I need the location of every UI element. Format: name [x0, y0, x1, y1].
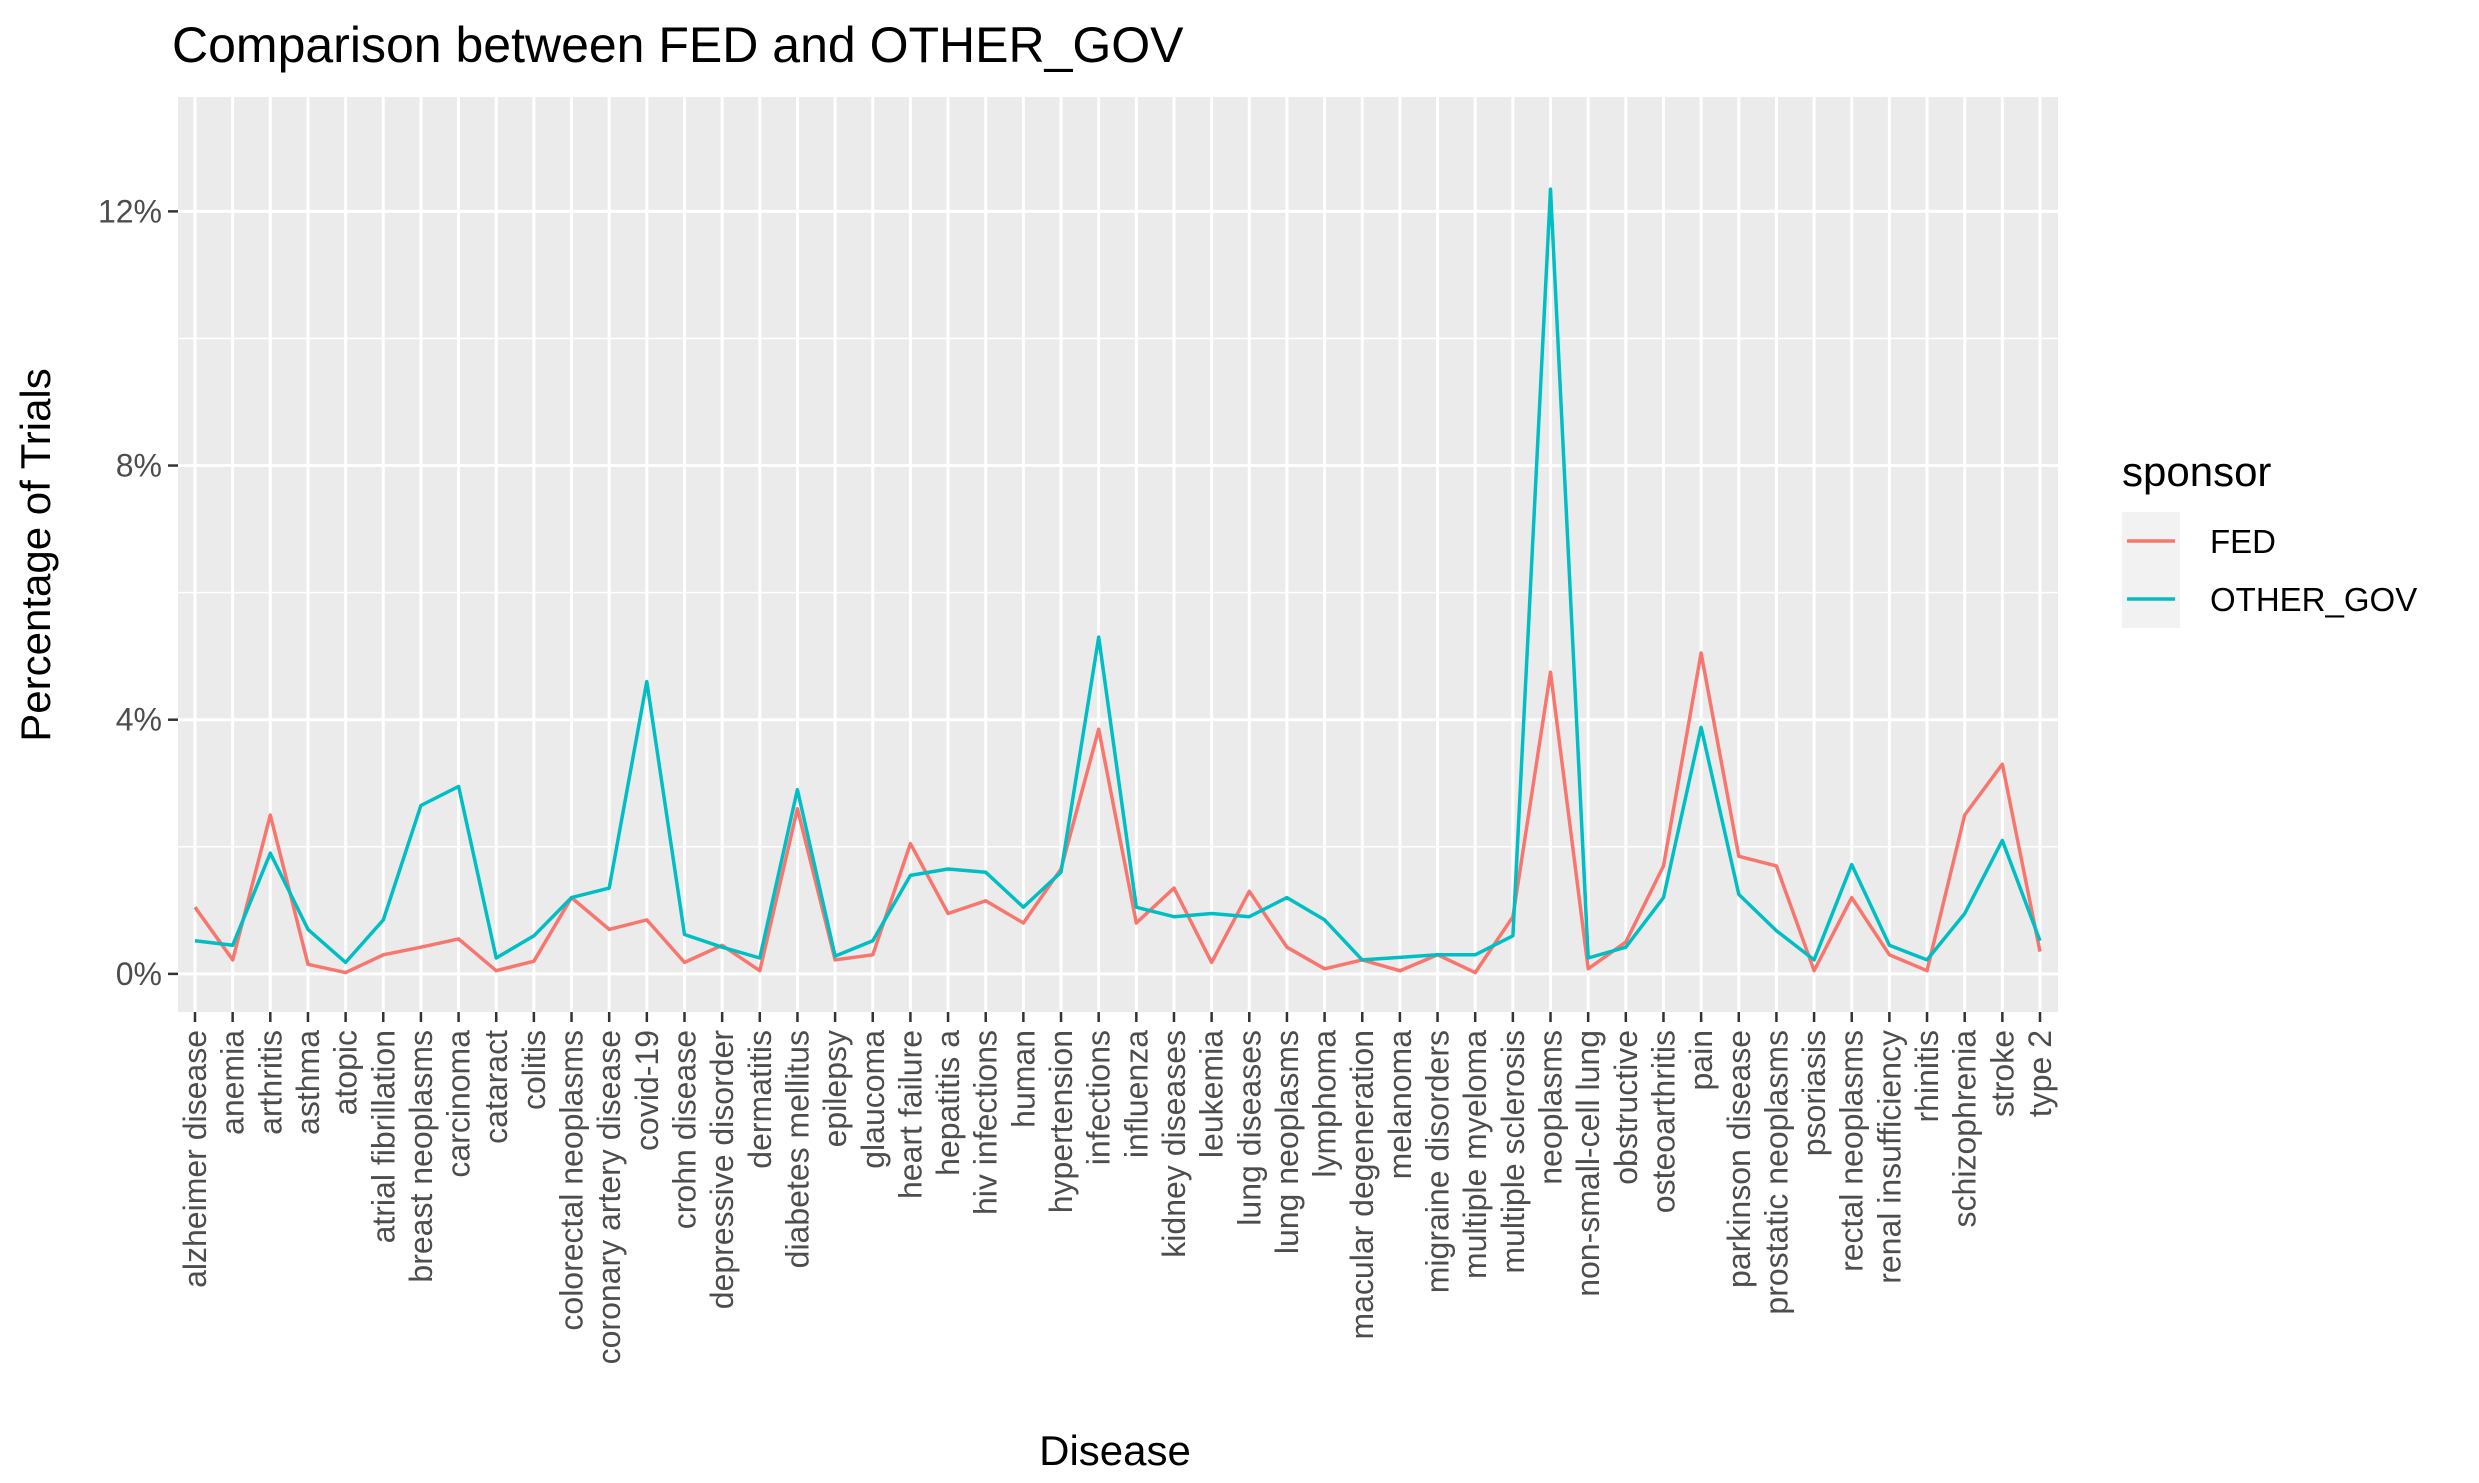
x-tick-label: parkinson disease	[1721, 1030, 1757, 1288]
x-tick-label: pain	[1683, 1030, 1719, 1091]
series-lines	[193, 187, 2042, 975]
x-tick-label: neoplasms	[1533, 1030, 1569, 1185]
x-tick-label: asthma	[290, 1030, 326, 1135]
x-tick-label: diabetes mellitus	[779, 1030, 815, 1268]
legend-label-other-gov: OTHER_GOV	[2210, 581, 2417, 618]
x-axis-ticks: alzheimer disease anemia arthritis asthma at…	[177, 1012, 2058, 1364]
x-tick-label: kidney diseases	[1156, 1030, 1192, 1258]
x-tick-label: obstructive	[1608, 1030, 1644, 1185]
x-tick-label: human	[1005, 1030, 1041, 1128]
x-tick-label: melanoma	[1382, 1030, 1418, 1180]
legend-title: sponsor	[2122, 448, 2271, 495]
x-tick-label: hiv infections	[968, 1030, 1004, 1215]
x-tick-label: depressive disorder	[704, 1030, 740, 1310]
legend-items: FED OTHER_GOV	[2122, 512, 2417, 628]
x-tick-label: stroke	[1984, 1030, 2020, 1117]
y-tick-label: 0%	[116, 956, 162, 992]
x-tick-label: covid-19	[629, 1030, 665, 1151]
x-tick-label: breast neoplasms	[403, 1030, 439, 1283]
series-line-other-gov	[194, 187, 2042, 965]
major-gridlines	[178, 97, 2058, 1012]
x-tick-label: colorectal neoplasms	[554, 1030, 590, 1331]
x-tick-label: infections	[1081, 1030, 1117, 1165]
series-line-fed	[193, 651, 2042, 975]
x-tick-label: epilepsy	[817, 1030, 853, 1147]
x-tick-label: lymphoma	[1307, 1030, 1343, 1178]
y-axis-ticks: 0% 4% 8% 12%	[98, 193, 178, 992]
x-tick-label: multiple myeloma	[1457, 1030, 1493, 1279]
x-tick-label: type 2	[2022, 1030, 2058, 1117]
x-tick-label: schizophrenia	[1947, 1030, 1983, 1228]
x-tick-label: carcinoma	[441, 1030, 477, 1178]
x-tick-label: lung diseases	[1231, 1030, 1267, 1226]
x-tick-label: non-small-cell lung	[1570, 1030, 1606, 1297]
x-tick-label: colitis	[516, 1030, 552, 1110]
x-tick-label: hypertension	[1043, 1030, 1079, 1213]
legend-label-fed: FED	[2210, 523, 2276, 560]
x-tick-label: arthritis	[252, 1030, 288, 1135]
x-tick-label: anemia	[215, 1030, 251, 1135]
chart-title: Comparison between FED and OTHER_GOV	[172, 17, 1184, 73]
x-tick-label: cataract	[478, 1030, 514, 1144]
x-tick-label: alzheimer disease	[177, 1030, 213, 1288]
x-tick-label: migraine disorders	[1420, 1030, 1456, 1293]
x-tick-label: multiple sclerosis	[1495, 1030, 1531, 1274]
x-tick-label: prostatic neoplasms	[1758, 1030, 1794, 1315]
y-tick-label: 4%	[116, 702, 162, 738]
x-tick-label: lung neoplasms	[1269, 1030, 1305, 1254]
x-tick-label: coronary artery disease	[591, 1030, 627, 1364]
x-tick-label: psoriasis	[1796, 1030, 1832, 1156]
x-tick-label: atrial fibrillation	[365, 1030, 401, 1243]
minor-gridlines	[178, 337, 2058, 848]
x-tick-label: atopic	[328, 1030, 364, 1115]
x-tick-label: rectal neoplasms	[1834, 1030, 1870, 1272]
y-tick-label: 8%	[116, 448, 162, 484]
x-tick-label: rhinitis	[1909, 1030, 1945, 1122]
x-axis-title: Disease	[1039, 1427, 1191, 1474]
x-tick-label: glaucoma	[855, 1030, 891, 1169]
y-axis-title: Percentage of Trials	[12, 368, 59, 742]
x-tick-label: osteoarthritis	[1646, 1030, 1682, 1213]
x-tick-label: macular degeneration	[1344, 1030, 1380, 1340]
x-tick-label: influenza	[1118, 1030, 1154, 1158]
x-tick-label: hepatitis a	[930, 1030, 966, 1176]
x-tick-label: leukemia	[1194, 1030, 1230, 1158]
x-tick-label: heart failure	[892, 1030, 928, 1199]
x-tick-label: renal insufficiency	[1871, 1030, 1907, 1284]
y-tick-label: 12%	[98, 193, 162, 229]
x-tick-label: dermatitis	[742, 1030, 778, 1169]
legend: sponsor FED OTHER_GOV	[2122, 448, 2417, 628]
x-tick-label: crohn disease	[667, 1030, 703, 1229]
